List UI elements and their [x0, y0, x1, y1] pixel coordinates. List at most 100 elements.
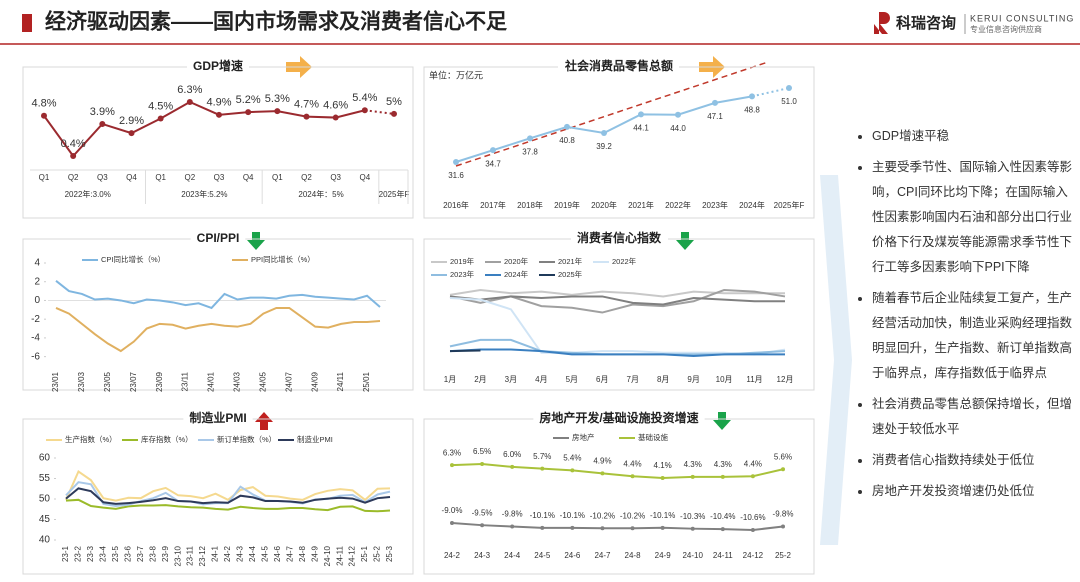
data-label: 40.8 — [559, 136, 575, 145]
data-point — [303, 113, 310, 120]
data-point — [600, 471, 605, 476]
data-point — [391, 110, 397, 117]
x-tick-label: 23/11 — [181, 371, 190, 391]
x-tick-label: 2017年 — [480, 200, 506, 210]
data-point — [749, 93, 755, 100]
x-tick-label: 2023年 — [702, 200, 728, 210]
x-tick-label: 2024年 — [739, 200, 765, 210]
x-tick-label: 4月 — [535, 375, 547, 384]
logo-name: 科瑞咨询 — [896, 14, 956, 32]
x-tick-label: 23-12 — [198, 545, 207, 566]
data-point — [600, 526, 605, 531]
x-tick-label: 24-2 — [444, 551, 461, 560]
bullet: 主要受季节性、国际输入性因素等影响，CPI同环比均下降；在国际输入性因素影响国内… — [872, 155, 1078, 280]
data-point — [128, 130, 135, 137]
x-tick-label: Q4 — [126, 173, 137, 182]
x-tick-label: 25-3 — [385, 545, 394, 562]
data-label: -10.2% — [590, 511, 615, 520]
data-label: 5% — [386, 96, 402, 108]
x-tick-label: 2020年 — [591, 200, 617, 210]
x-tick-label: 23-10 — [173, 545, 182, 566]
forecast-segment — [364, 109, 395, 115]
legend-label: 2025年 — [558, 269, 583, 279]
data-point — [675, 111, 681, 118]
data-label: 39.2 — [596, 142, 612, 151]
x-tick-label: 24-11 — [335, 545, 344, 565]
x-tick-label: 24/01 — [207, 371, 216, 392]
group-label: 2023年:5.2% — [181, 189, 227, 199]
data-point — [660, 525, 665, 530]
data-point — [527, 135, 533, 142]
data-label: -10.1% — [560, 511, 585, 520]
data-point — [601, 130, 607, 137]
series-line — [65, 470, 391, 502]
x-tick-label: Q2 — [301, 173, 312, 182]
chevron — [820, 175, 852, 545]
data-label: 31.6 — [448, 171, 464, 180]
x-tick-label: 24-5 — [260, 545, 269, 562]
bullet: 房地产开发投资增速仍处低位 — [872, 479, 1078, 504]
data-label: 4.6% — [323, 99, 348, 111]
x-tick-label: 24-6 — [564, 551, 581, 560]
y-tick-label: -2 — [31, 314, 40, 325]
data-point — [540, 525, 545, 530]
data-point — [450, 463, 454, 468]
bullet: GDP增速平稳 — [872, 124, 1078, 149]
title-backdrop — [183, 409, 253, 427]
data-point — [510, 524, 515, 529]
data-point — [99, 120, 106, 127]
data-point — [480, 523, 485, 528]
data-label: 4.7% — [294, 99, 319, 111]
data-point — [450, 521, 454, 525]
logo-en: KERUI CONSULTING — [970, 13, 1074, 23]
bullet-list: GDP增速平稳主要受季节性、国际输入性因素等影响，CPI同环比均下降；在国际输入… — [858, 124, 1078, 510]
x-tick-label: 23-8 — [148, 545, 157, 562]
x-tick-label: 24/11 — [336, 371, 345, 391]
series-line — [55, 280, 381, 310]
data-point — [70, 153, 77, 159]
data-label: 4.8% — [31, 98, 56, 110]
panel-title: 消费者信心指数 — [577, 230, 662, 245]
group-label: 2022年:3.0% — [65, 189, 111, 199]
legend-label: 2021年 — [558, 256, 583, 266]
data-point — [453, 159, 459, 165]
x-tick-label: 23-1 — [61, 545, 70, 562]
x-tick-label: 24/09 — [310, 371, 319, 392]
x-tick-label: Q3 — [97, 173, 108, 182]
title-backdrop — [570, 229, 668, 247]
y-tick-label: 2 — [34, 276, 40, 287]
data-point — [157, 115, 164, 122]
title-backdrop — [186, 57, 250, 75]
data-label: 51.0 — [781, 97, 797, 106]
x-tick-label: 23-4 — [98, 545, 107, 562]
x-tick-label: 23/07 — [129, 371, 138, 392]
data-label: -9.8% — [773, 510, 794, 519]
x-tick-label: 6月 — [596, 375, 608, 384]
title-backdrop — [533, 409, 705, 427]
x-tick-label: Q1 — [155, 173, 166, 182]
x-tick-label: 25-2 — [373, 545, 382, 562]
data-point — [690, 526, 695, 531]
trend-arrow — [255, 412, 273, 430]
bullet: 社会消费品零售总额保持增长，但增速处于较低水平 — [872, 392, 1078, 442]
data-point — [570, 525, 575, 530]
data-label: 5.6% — [774, 452, 792, 461]
x-tick-label: 25-2 — [775, 551, 792, 560]
logo-mark — [874, 12, 890, 34]
bullet: 随着春节后企业陆续复工复产，生产经营活动加快，制造业采购经理指数明显回升，生产指… — [872, 286, 1078, 386]
data-label: 4.3% — [714, 460, 732, 469]
data-label: 37.8 — [522, 147, 538, 156]
data-label: 4.4% — [744, 459, 762, 468]
legend-label: 2019年 — [450, 256, 475, 266]
x-tick-label: 23/03 — [77, 371, 86, 392]
x-tick-label: 24-11 — [713, 551, 733, 560]
x-tick-label: Q3 — [330, 173, 341, 182]
legend-label: 生产指数（%） — [65, 434, 117, 444]
x-tick-label: 23-11 — [186, 545, 195, 565]
data-label: 0.4% — [61, 138, 86, 150]
data-label: 6.5% — [473, 447, 491, 456]
legend-label: 新订单指数（%） — [217, 434, 276, 444]
x-tick-label: 24-12 — [348, 545, 357, 566]
